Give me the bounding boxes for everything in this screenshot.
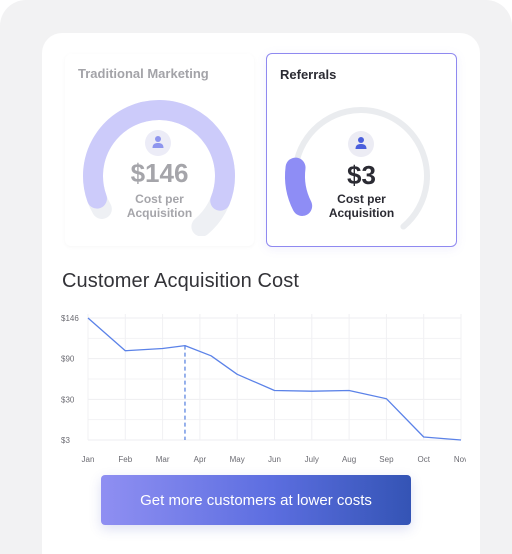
acquisition-cost-chart: $146 $90 $30 $3 Jan Feb Mar Apr May Jun July Aug Sep… [61, 314, 466, 464]
cost-per-acquisition-label: Cost per Acquisition [65, 192, 254, 220]
x-tick-label: Feb [118, 455, 132, 464]
chart-title: Customer Acquisition Cost [62, 270, 300, 292]
x-tick-label: Aug [342, 455, 356, 464]
x-tick-label: Nov [454, 455, 466, 464]
y-tick-label: $30 [61, 395, 75, 404]
cost-line-1: Cost per [337, 192, 386, 206]
price-value: $3 [347, 160, 376, 190]
series-line [87, 317, 462, 441]
user-icon [152, 136, 164, 148]
card-title: Traditional Marketing [78, 66, 209, 81]
cost-line-2: Acquisition [126, 206, 193, 220]
get-more-customers-button[interactable]: Get more customers at lower costs [101, 475, 411, 525]
y-tick-label: $3 [61, 436, 70, 445]
x-tick-label: Apr [194, 455, 207, 464]
x-tick-label: Mar [156, 455, 170, 464]
gauge-traditional [83, 100, 235, 236]
cost-line-2: Acquisition [328, 206, 395, 220]
avatar [348, 131, 374, 157]
referrals-card: Referrals $3 Cost per Acquisition [266, 53, 457, 247]
cost-line-1: Cost per [135, 192, 184, 206]
user-icon [355, 137, 367, 149]
x-tick-label: Jun [268, 455, 281, 464]
x-tick-label: Sep [379, 455, 394, 464]
x-tick-label: Jan [82, 455, 95, 464]
gauge-fill [83, 100, 235, 211]
cost-per-acquisition-label: Cost per Acquisition [267, 192, 456, 220]
gauge-referrals [285, 107, 430, 230]
y-tick-label: $146 [61, 314, 79, 323]
card-title: Referrals [280, 67, 337, 82]
x-tick-label: Oct [417, 455, 430, 464]
y-tick-label: $90 [61, 355, 75, 364]
avatar [145, 130, 171, 156]
x-tick-label: July [305, 455, 319, 464]
gauge-fill [285, 157, 313, 216]
x-tick-label: May [230, 455, 245, 464]
traditional-marketing-card: Traditional Marketing $146 Cost per Acqu… [65, 54, 254, 246]
price-value: $146 [130, 158, 189, 188]
